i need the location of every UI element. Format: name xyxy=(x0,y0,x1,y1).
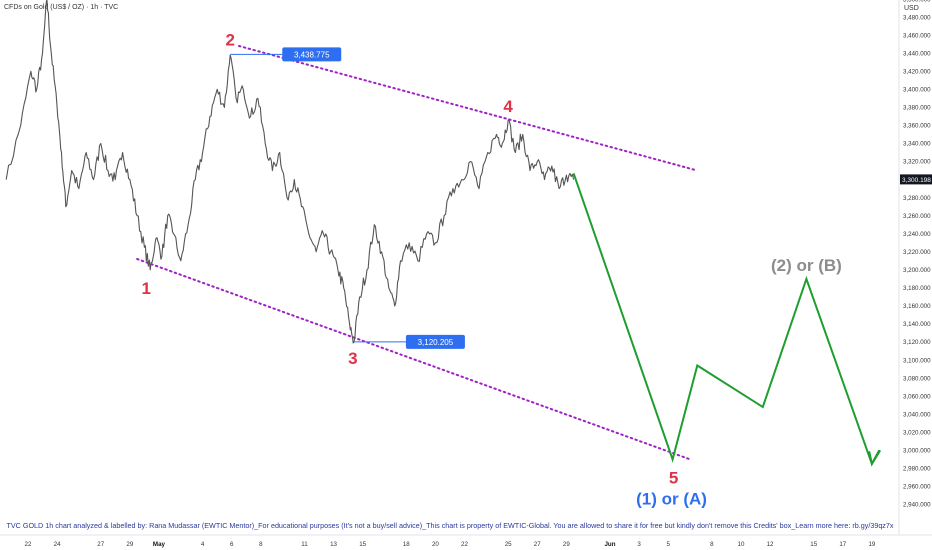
y-tick-label: 3,500.000 xyxy=(903,0,931,3)
lower-channel-line xyxy=(136,257,692,461)
x-tick-label: 17 xyxy=(839,541,846,548)
x-tick-label: 13 xyxy=(330,541,337,548)
y-tick-label: 2,940.000 xyxy=(903,502,931,509)
x-tick-label: 11 xyxy=(301,541,308,548)
projection-arrowhead xyxy=(868,449,882,467)
y-tick-label: 3,200.000 xyxy=(903,267,931,274)
x-tick-label: 15 xyxy=(810,541,817,548)
y-tick-label: 3,080.000 xyxy=(903,375,931,382)
y-tick-label: 3,360.000 xyxy=(903,123,931,130)
x-tick-label: 18 xyxy=(403,541,410,548)
x-tick-label: 29 xyxy=(126,541,133,548)
annotation-1-or-a: (1) or (A) xyxy=(636,489,707,508)
credits-text: TVC GOLD 1h chart analyzed & labelled by… xyxy=(6,521,894,530)
wave-labels: 1 2 3 4 5 (2) or (B) (1) or (A) xyxy=(141,30,841,508)
y-tick-label: 3,020.000 xyxy=(903,429,931,436)
y-tick-label: 3,160.000 xyxy=(903,303,931,310)
y-tick-label: 3,060.000 xyxy=(903,393,931,400)
last-price-label: 3,300.198 xyxy=(902,177,931,184)
y-tick-label: 3,100.000 xyxy=(903,357,931,364)
x-tick-label: 8 xyxy=(259,541,263,548)
y-tick-label: 3,460.000 xyxy=(903,32,931,39)
wave-label-3: 3 xyxy=(348,349,357,368)
price-line xyxy=(5,0,575,344)
last-price-box xyxy=(900,174,932,185)
y-tick-label: 3,400.000 xyxy=(903,87,931,94)
x-tick-label: 25 xyxy=(505,541,512,548)
x-tick-label: 4 xyxy=(201,541,205,548)
currency-label: USD xyxy=(904,5,919,12)
y-tick-label: 3,280.000 xyxy=(903,195,931,202)
x-tick-label: 27 xyxy=(534,541,541,548)
y-tick-label: 3,420.000 xyxy=(903,68,931,75)
x-tick-label: 19 xyxy=(868,541,875,548)
y-tick-label: 3,000.000 xyxy=(903,448,931,455)
x-tick-label: 24 xyxy=(54,541,61,548)
projection-path xyxy=(572,172,882,467)
y-tick-label: 2,980.000 xyxy=(903,466,931,473)
upper-channel-line xyxy=(237,45,699,172)
wave-label-1: 1 xyxy=(141,279,150,298)
x-tick-label: 10 xyxy=(738,541,745,548)
chart-header: CFDs on Gold (US$ / OZ) · 1h · TVC xyxy=(4,4,119,11)
y-tick-label: 3,440.000 xyxy=(903,50,931,57)
x-tick-label: 22 xyxy=(461,541,468,548)
y-tick-label: 3,320.000 xyxy=(903,159,931,166)
y-tick-label: 3,180.000 xyxy=(903,285,931,292)
x-tick-label: 15 xyxy=(359,541,366,548)
y-tick-label: 3,140.000 xyxy=(903,321,931,328)
y-tick-label: 3,220.000 xyxy=(903,249,931,256)
price-label-wave-3-box xyxy=(405,334,465,349)
wave-label-4: 4 xyxy=(503,97,513,116)
x-tick-label: 27 xyxy=(97,541,104,548)
y-tick-label: 3,120.000 xyxy=(903,339,931,346)
y-tick-label: 3,260.000 xyxy=(903,213,931,220)
x-tick-label: Jun xyxy=(604,541,615,548)
x-tick-label: 3 xyxy=(637,541,641,548)
y-tick-label: 2,960.000 xyxy=(903,484,931,491)
annotation-2-or-b: (2) or (B) xyxy=(771,256,842,275)
x-tick-label: May xyxy=(153,541,166,548)
price-series xyxy=(5,0,575,344)
price-label-wave-2-box xyxy=(282,47,342,62)
x-tick-label: 20 xyxy=(432,541,439,548)
y-tick-label: 3,380.000 xyxy=(903,105,931,112)
y-tick-label: 3,240.000 xyxy=(903,231,931,238)
price-label-wave-2: 3,438.775 xyxy=(294,50,330,59)
x-tick-label: 29 xyxy=(563,541,570,548)
y-tick-label: 3,340.000 xyxy=(903,141,931,148)
projection-line xyxy=(572,172,881,467)
wave-label-5: 5 xyxy=(669,468,678,487)
x-tick-label: 5 xyxy=(666,541,670,548)
y-tick-label: 3,480.000 xyxy=(903,14,931,21)
price-label-leaders: 3,438.775 3,120.205 xyxy=(230,47,465,349)
x-tick-label: 12 xyxy=(767,541,774,548)
x-tick-label: 6 xyxy=(230,541,234,548)
wave-label-2: 2 xyxy=(226,30,235,49)
y-tick-label: 3,040.000 xyxy=(903,411,931,418)
price-label-wave-3: 3,120.205 xyxy=(418,338,454,347)
channel-lines xyxy=(136,45,699,461)
x-tick-label: 22 xyxy=(25,541,32,548)
x-tick-label: 8 xyxy=(710,541,714,548)
